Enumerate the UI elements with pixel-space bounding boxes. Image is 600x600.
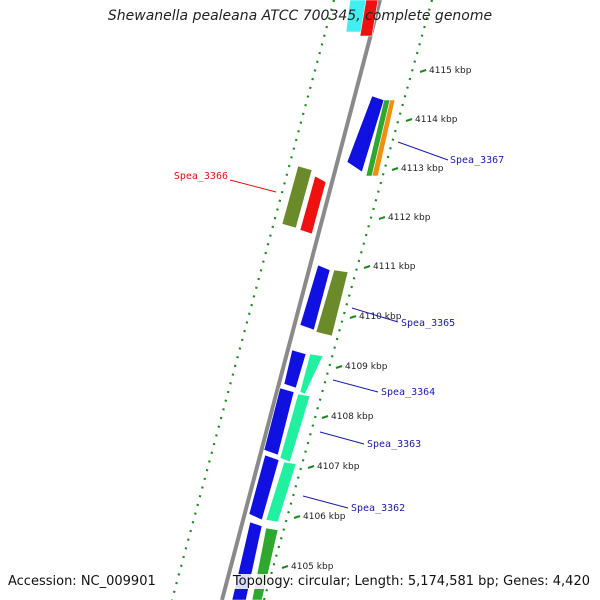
gene-arrow[interactable] [359, 0, 379, 37]
genome-backbone [220, 0, 382, 600]
tick-label: 4109 kbp [345, 362, 388, 372]
gene-name-label[interactable]: Spea_3366 [174, 171, 228, 182]
gene-leader-line [397, 141, 449, 161]
gene-leader-line [302, 495, 349, 509]
tick-mark [349, 315, 357, 319]
gene-arrow[interactable] [299, 175, 327, 235]
gene-arrow[interactable] [299, 353, 324, 395]
tick-mark [405, 118, 413, 122]
tick-mark [307, 465, 315, 469]
gene-arrow[interactable] [299, 264, 331, 331]
gene-leader-line [319, 431, 365, 445]
genome-summary-text: Topology: circular; Length: 5,174,581 bp… [230, 574, 592, 589]
tick-mark [419, 69, 427, 73]
gene-leader-line [332, 379, 379, 393]
gene-name-label[interactable]: Spea_3365 [401, 318, 455, 329]
tick-label: 4107 kbp [317, 462, 360, 472]
gene-leader-line [351, 307, 399, 323]
tick-mark [335, 365, 343, 369]
tick-label: 4115 kbp [429, 66, 472, 76]
tick-label: 4105 kbp [291, 562, 334, 572]
gene-leader-line [229, 179, 277, 193]
genome-title: Shewanella pealeana ATCC 700345, complet… [107, 8, 493, 24]
tick-label: 4111 kbp [373, 262, 416, 272]
tick-mark [321, 415, 329, 419]
tick-mark [281, 565, 289, 569]
gene-arrow[interactable] [265, 461, 297, 523]
gene-arrow[interactable] [279, 393, 311, 463]
tick-label: 4112 kbp [388, 213, 431, 223]
tick-mark [293, 515, 301, 519]
gene-name-label[interactable]: Spea_3362 [351, 503, 405, 514]
tick-label: 4113 kbp [401, 164, 444, 174]
gene-name-label[interactable]: Spea_3367 [450, 155, 504, 166]
outer-dotted-ring [262, 0, 434, 600]
gene-arrow[interactable] [283, 349, 307, 389]
tick-mark [363, 265, 371, 269]
tick-mark [378, 216, 386, 220]
accession-text: Accession: NC_009901 [8, 574, 156, 589]
gene-features [231, 0, 396, 600]
tick-mark [391, 167, 399, 171]
tick-label: 4106 kbp [303, 512, 346, 522]
gene-name-label[interactable]: Spea_3363 [367, 439, 421, 450]
tick-label: 4108 kbp [331, 412, 374, 422]
gene-arrow[interactable] [346, 95, 385, 173]
tick-label: 4114 kbp [415, 115, 458, 125]
gene-arrow[interactable] [315, 269, 349, 337]
gene-arrow[interactable] [371, 99, 396, 177]
gene-arrow[interactable] [248, 454, 280, 521]
gene-arrow[interactable] [263, 387, 295, 456]
gene-name-label[interactable]: Spea_3364 [381, 387, 435, 398]
gene-labels: Spea_3367 Spea_3366 Spea_3365 Spea_3364 Spea… [174, 141, 504, 514]
gene-arrow[interactable] [281, 165, 313, 229]
